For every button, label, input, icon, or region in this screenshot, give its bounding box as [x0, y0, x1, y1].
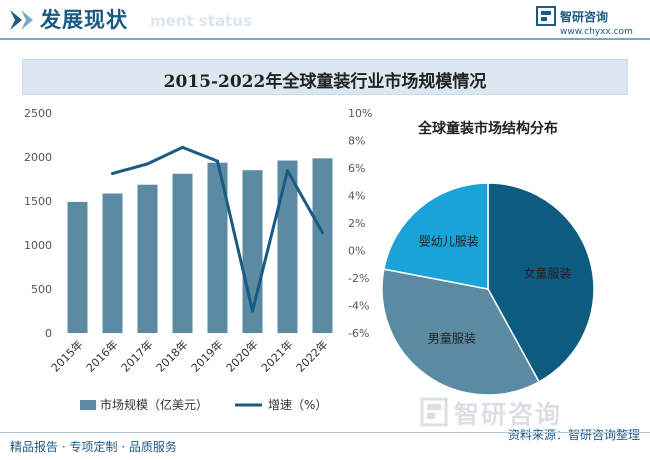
pie-slice: [487, 182, 595, 383]
chart-title-bar: 2015-2022年全球童装行业市场规模情况: [22, 59, 628, 95]
left-axis-tick-label: 2500: [24, 107, 52, 120]
line-point: [321, 231, 324, 235]
right-axis-tick-label: 2%: [348, 217, 365, 230]
x-tick-label: 2018年: [153, 337, 190, 374]
left-axis-tick-label: 0: [45, 327, 52, 340]
double-arrow-icon: [10, 10, 33, 30]
line-point: [216, 159, 219, 163]
right-axis-tick-label: 0%: [348, 245, 365, 258]
header-divider: [0, 38, 650, 40]
chart-legend: 市场规模（亿美元） 增速（%）: [80, 397, 327, 412]
pie-slice-label: 女童服装: [524, 266, 572, 281]
left-axis-tick-label: 2000: [24, 151, 52, 164]
section-title: 发展现状: [40, 8, 128, 32]
bar: [137, 184, 158, 333]
bar: [312, 158, 333, 333]
bar: [172, 173, 193, 333]
watermark: 智研咨询: [420, 395, 630, 429]
bar-series: [67, 158, 333, 333]
chart-title: 2015-2022年全球童装行业市场规模情况: [163, 72, 487, 92]
brand-url: www.chyxx.com: [560, 27, 633, 37]
line-point: [251, 309, 254, 313]
legend-bar-swatch: [80, 400, 96, 410]
brand-logo-block: 智研咨询 www.chyxx.com: [536, 6, 636, 40]
section-subtitle: ment status: [150, 12, 252, 30]
pie-slice-label: 男童服装: [428, 331, 476, 346]
brand-logo-icon: [536, 6, 556, 26]
legend-line-label: 增速（%）: [268, 398, 327, 412]
x-tick-label: 2019年: [188, 337, 225, 374]
bar: [67, 201, 88, 333]
source-note: 资料来源：智研咨询整理: [507, 428, 640, 442]
right-axis-tick-label: 8%: [348, 135, 365, 148]
line-point: [286, 169, 289, 173]
right-axis-tick-label: 6%: [348, 162, 365, 175]
pie-slice: [381, 268, 541, 396]
right-axis-tick-label: 4%: [348, 190, 365, 203]
pie-slice-label: 婴幼儿服装: [419, 235, 479, 249]
line-point: [111, 172, 114, 175]
right-axis-tick-label: -4%: [348, 300, 369, 313]
x-tick-label: 2015年: [48, 337, 85, 374]
x-tick-label: 2022年: [293, 337, 330, 374]
line-point: [181, 145, 184, 149]
bar: [207, 162, 228, 333]
x-tick-label: 2020年: [223, 337, 260, 374]
footer-slogan: 精品报告 · 专项定制 · 品质服务: [10, 440, 177, 454]
x-tick-label: 2016年: [83, 337, 120, 374]
line-series: [111, 145, 324, 313]
bar: [102, 193, 123, 333]
right-axis-tick-label: -6%: [348, 327, 369, 340]
watermark-text: 智研咨询: [454, 400, 563, 429]
line-point: [146, 162, 149, 166]
right-axis-tick-label: -2%: [348, 272, 369, 285]
left-axis-tick-label: 1500: [24, 195, 52, 208]
brand-name: 智研咨询: [560, 10, 609, 24]
x-tick-label: 2017年: [118, 337, 155, 374]
pie-title: 全球童装市场结构分布: [417, 120, 558, 137]
right-axis-tick-label: 10%: [348, 107, 372, 120]
left-axis-tick-label: 500: [31, 283, 52, 296]
right-axis: -6% -4% -2% 0% 2% 4% 6% 8% 10%: [348, 107, 372, 340]
bar: [277, 160, 298, 333]
legend-bar-label: 市场规模（亿美元）: [100, 397, 208, 412]
watermark-logo-icon: [420, 397, 448, 427]
pie-slice: [383, 182, 489, 290]
page-header: 发展现状 ment status 智研咨询 www.chyxx.com: [0, 0, 650, 46]
x-tick-label: 2021年: [258, 337, 295, 374]
left-axis-tick-label: 1000: [24, 239, 52, 252]
left-axis: 0 500 1000 1500 2000 2500: [24, 107, 52, 340]
footer-divider: [0, 432, 650, 433]
